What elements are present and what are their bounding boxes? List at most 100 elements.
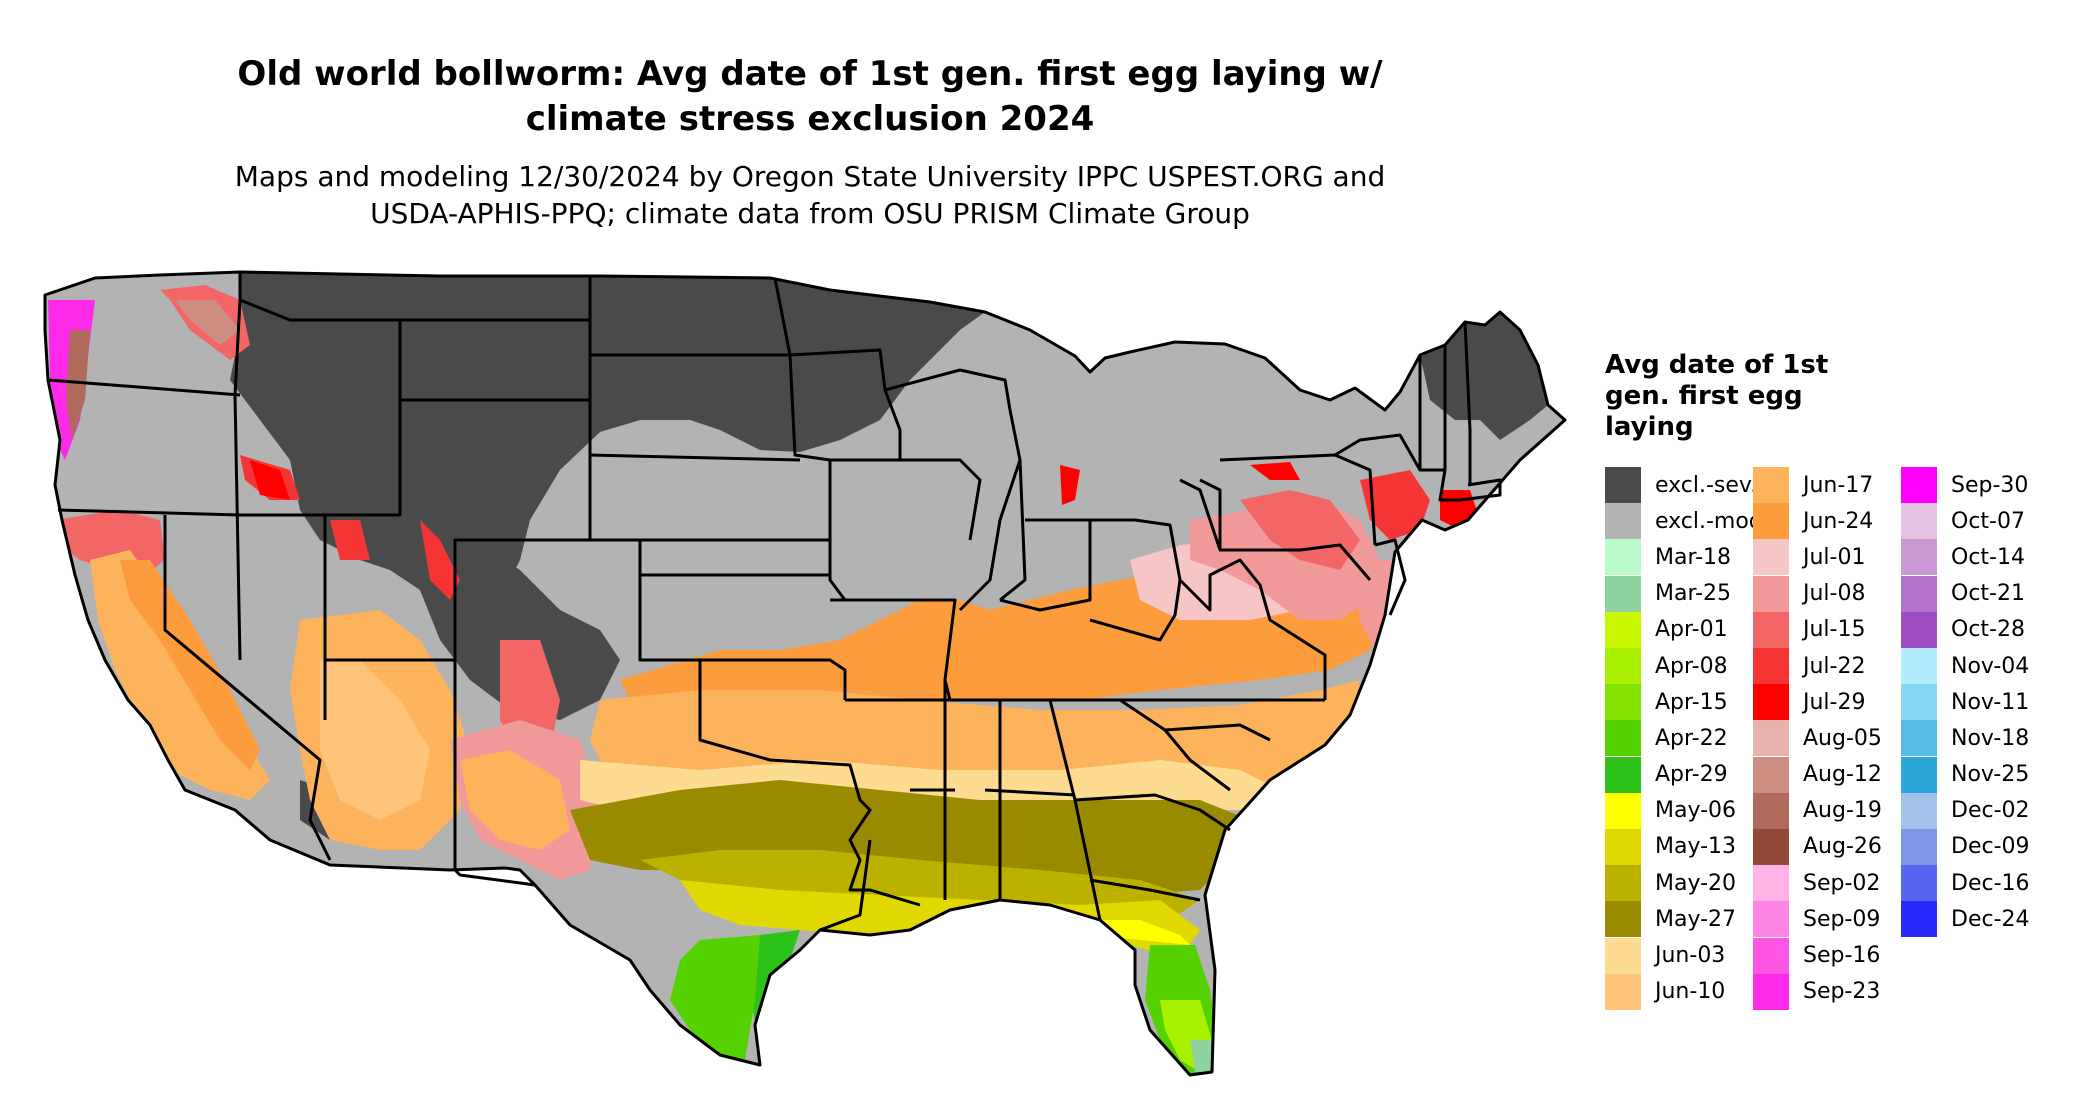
legend-item: Jul-15 [1753, 611, 1901, 648]
map-title-line2: climate stress exclusion 2024 [525, 99, 1095, 139]
legend-label: Sep-23 [1803, 979, 1881, 1005]
legend-item: Jun-24 [1753, 503, 1901, 540]
legend-swatch [1605, 720, 1641, 757]
legend-item: Apr-08 [1605, 648, 1753, 685]
legend-label: Sep-16 [1803, 943, 1881, 969]
legend-label: excl.-mod. [1655, 508, 1770, 534]
legend-swatch [1753, 828, 1789, 865]
legend-swatch [1605, 611, 1641, 648]
legend-item: Jul-29 [1753, 684, 1901, 721]
legend-label: Nov-04 [1951, 653, 2030, 679]
legend-swatch [1901, 792, 1937, 829]
legend-label: Aug-26 [1803, 834, 1882, 860]
legend-label: Oct-28 [1951, 617, 2025, 643]
legend-label: Dec-16 [1951, 870, 2030, 896]
legend-label: Jul-22 [1803, 653, 1866, 679]
legend-swatch [1605, 467, 1641, 504]
legend-item: Jul-22 [1753, 648, 1901, 685]
legend-item: Dec-16 [1901, 865, 2049, 902]
legend-swatch [1901, 865, 1937, 902]
legend-item: Dec-09 [1901, 828, 2049, 865]
legend-item: Sep-16 [1753, 937, 1901, 974]
legend-item: Sep-30 [1901, 467, 2049, 504]
legend-title: Avg date of 1st gen. first egg laying [1605, 350, 1895, 443]
legend-label: Oct-21 [1951, 581, 2025, 607]
legend-swatch [1753, 467, 1789, 504]
legend-item: Sep-02 [1753, 865, 1901, 902]
legend-swatch [1605, 503, 1641, 540]
legend-swatch [1753, 648, 1789, 685]
legend-label: Dec-09 [1951, 834, 2030, 860]
us-map [43, 270, 1567, 1077]
legend-label: Mar-25 [1655, 581, 1732, 607]
legend-item: May-13 [1605, 828, 1753, 865]
legend-swatch [1605, 539, 1641, 576]
legend-swatch [1753, 937, 1789, 974]
legend-swatch [1901, 828, 1937, 865]
legend-swatch [1605, 865, 1641, 902]
state-borders [43, 270, 1567, 1077]
legend-label: excl.-sev. [1655, 472, 1758, 498]
legend-item: Nov-25 [1901, 756, 2049, 793]
legend-label: Apr-01 [1655, 617, 1728, 643]
legend-label: Oct-14 [1951, 544, 2025, 570]
legend-item: Nov-11 [1901, 684, 2049, 721]
legend-item: Sep-23 [1753, 973, 1901, 1010]
legend-item: May-27 [1605, 901, 1753, 938]
legend-label: Mar-18 [1655, 544, 1732, 570]
legend-label: Jun-24 [1803, 508, 1874, 534]
legend-item: Jun-03 [1605, 937, 1753, 974]
legend-swatch [1901, 684, 1937, 721]
map-subtitle-line2: USDA-APHIS-PPQ; climate data from OSU PR… [370, 197, 1250, 230]
legend-label: Apr-15 [1655, 689, 1728, 715]
legend-item: Jun-10 [1605, 973, 1753, 1010]
legend-item: Jun-17 [1753, 467, 1901, 504]
legend-swatch [1901, 575, 1937, 612]
legend-label: Apr-22 [1655, 725, 1728, 751]
map-title-line1: Old world bollworm: Avg date of 1st gen.… [237, 54, 1383, 94]
legend-item: Oct-14 [1901, 539, 2049, 576]
legend-item: Jul-08 [1753, 575, 1901, 612]
legend-label: Sep-02 [1803, 870, 1881, 896]
legend-swatch [1753, 865, 1789, 902]
map-subtitle-line1: Maps and modeling 12/30/2024 by Oregon S… [234, 160, 1386, 193]
legend-item: Apr-29 [1605, 756, 1753, 793]
legend-swatch [1753, 720, 1789, 757]
legend-swatch [1605, 901, 1641, 938]
legend-label: May-13 [1655, 834, 1737, 860]
legend-label: Apr-29 [1655, 762, 1728, 788]
legend-item: excl.-mod. [1605, 503, 1770, 540]
legend-swatch [1753, 611, 1789, 648]
legend-swatch [1753, 575, 1789, 612]
legend-swatch [1901, 648, 1937, 685]
legend-swatch [1605, 828, 1641, 865]
legend-column: Sep-30 Oct-07 Oct-14 Oct-21 Oct-28 Nov-04 Nov-… [1901, 467, 2049, 1010]
legend-item: Dec-02 [1901, 792, 2049, 829]
legend-label: Jul-29 [1803, 689, 1866, 715]
legend-swatch [1901, 611, 1937, 648]
legend-label: Dec-24 [1951, 906, 2030, 932]
legend-swatch [1605, 973, 1641, 1010]
legend-swatch [1605, 937, 1641, 974]
legend-item: Dec-24 [1901, 901, 2049, 938]
legend-label: May-27 [1655, 906, 1737, 932]
legend-swatch [1901, 539, 1937, 576]
legend-swatch [1901, 503, 1937, 540]
legend-label: May-06 [1655, 798, 1737, 824]
legend-swatch [1753, 756, 1789, 793]
legend-item: Nov-04 [1901, 648, 2049, 685]
legend-item: Mar-25 [1605, 575, 1753, 612]
legend-label: Sep-09 [1803, 906, 1881, 932]
legend-label: Jun-10 [1655, 979, 1726, 1005]
legend-item: May-06 [1605, 792, 1753, 829]
legend-column: Jun-17 Jun-24 Jul-01 Jul-08 Jul-15 Jul-22 Jul-… [1753, 467, 1901, 1010]
legend-title-line2: gen. first egg [1605, 381, 1803, 411]
legend-title-line3: laying [1605, 412, 1694, 442]
legend-label: Nov-11 [1951, 689, 2030, 715]
legend-swatch [1605, 756, 1641, 793]
legend-item: Sep-09 [1753, 901, 1901, 938]
legend-item: Oct-28 [1901, 611, 2049, 648]
legend-label: Aug-19 [1803, 798, 1882, 824]
legend-label: Oct-07 [1951, 508, 2025, 534]
legend-item: Apr-01 [1605, 611, 1753, 648]
